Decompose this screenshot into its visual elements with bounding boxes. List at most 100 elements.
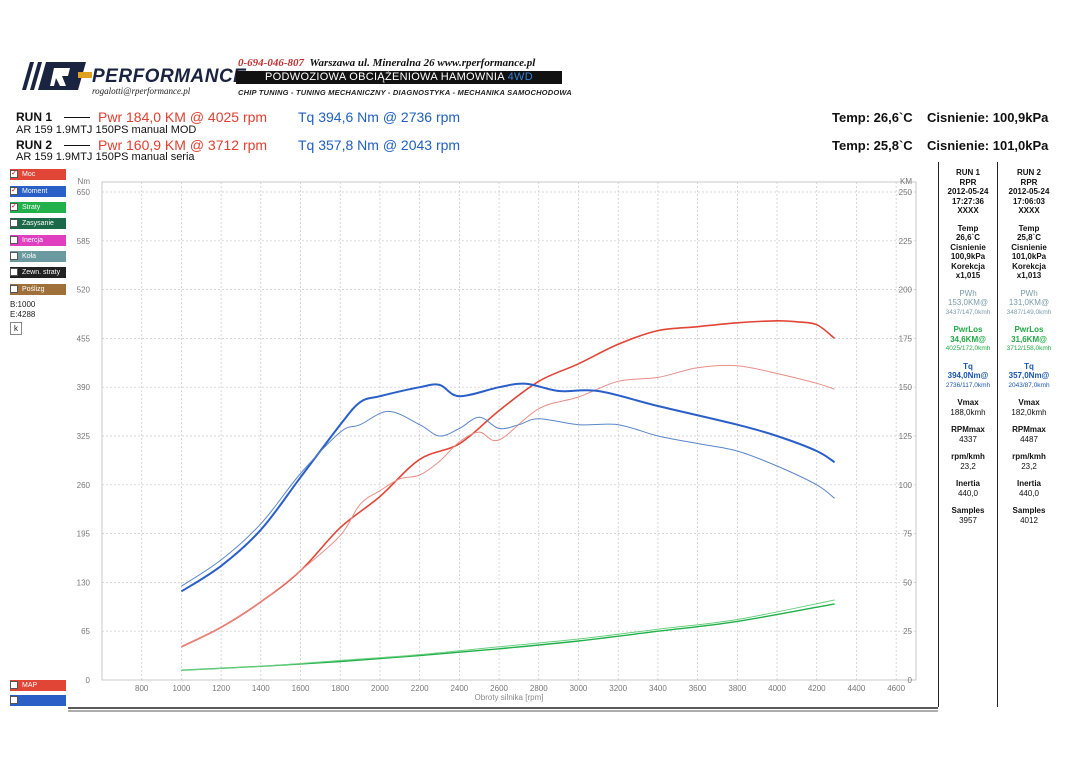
table-spacer (939, 281, 997, 289)
x-tick-label: 2200 (411, 684, 429, 693)
y-right-tick-label: 25 (903, 627, 912, 636)
series-toggle-label: Moc (22, 171, 36, 178)
x-tick-label: 1800 (331, 684, 349, 693)
x-tick-label: 3800 (728, 684, 746, 693)
table-cell-cis: 101,0kPa (1011, 252, 1047, 261)
x-tick-label: 3200 (609, 684, 627, 693)
checkbox-icon[interactable]: ✓ (10, 187, 18, 195)
table-cell-pwrlos-lbl: PwrLos (1014, 325, 1044, 334)
bottom-toggle-1[interactable]: MAP (10, 680, 66, 691)
x-tick-label: 3600 (689, 684, 707, 693)
table-cell-rpr: RPR (1020, 177, 1038, 187)
y-left-tick-label: 0 (86, 676, 91, 685)
table-cell-kor-lbl: Korekcja (1012, 261, 1046, 271)
table-cell-date: 2012-05-24 (1008, 187, 1050, 196)
table-cell-pwh-at: 3437/147,0kmh (945, 308, 991, 316)
series-toggle-3[interactable]: ✓ Straty (10, 202, 66, 213)
table-spacer (939, 317, 997, 325)
series-toggle-6[interactable]: Koła (10, 251, 66, 262)
table-cell-cis: 100,9kPa (950, 252, 986, 261)
x-axis-label: Obroty silnika [rpm] (475, 693, 544, 702)
phone-number: 0-694-046-807 (238, 57, 304, 69)
x-tick-label: 4400 (848, 684, 866, 693)
run2-power: Pwr 160,9 KM @ 3712 rpm (98, 137, 268, 153)
x-tick-label: 2600 (490, 684, 508, 693)
table-cell-inertia-lbl: Inertia (1016, 479, 1041, 488)
table-cell-pwh-lbl: PWh (959, 288, 977, 298)
y-left-tick-label: 195 (77, 530, 91, 539)
table-cell-id: XXXX (957, 206, 979, 215)
address: Warszawa ul. Mineralna 26 www.rperforman… (309, 57, 536, 69)
table-cell-time: 17:06:03 (1012, 196, 1046, 206)
checkbox-icon[interactable] (10, 696, 18, 704)
bottom-toggle-label: MAP (22, 682, 38, 689)
k-button[interactable]: k (10, 322, 22, 335)
series-toggle-8[interactable]: Poślizg (10, 284, 66, 295)
table-cell-rpmmax-lbl: RPMmax (951, 425, 985, 434)
checkbox-icon[interactable]: ✓ (10, 170, 18, 178)
table-cell-pwh: 153,0KM@ (947, 298, 989, 307)
y-right-tick-label: 175 (899, 334, 913, 343)
x-tick-label: 1200 (212, 684, 230, 693)
y-right-tick-label: 225 (899, 237, 913, 246)
checkbox-icon[interactable] (10, 268, 18, 276)
table-cell-samples: 3957 (959, 515, 977, 525)
bottom-toggle-2[interactable] (10, 695, 66, 706)
table-cell-run: RUN 2 (1016, 168, 1041, 177)
table-spacer (939, 471, 997, 479)
run2-description: AR 159 1.9MTJ 150PS manual seria (16, 151, 195, 163)
table-cell-pwrlos-lbl: PwrLos (953, 325, 983, 334)
series-toggle-5[interactable]: Inercja (10, 235, 66, 246)
tagline: CHIP TUNING - TUNING MECHANICZNY - DIAGN… (238, 88, 572, 97)
checkbox-icon[interactable] (10, 252, 18, 260)
results-table: RUN 1 RPR 2012-05-24 17:27:36 XXXX Temp 26,6`C… (938, 162, 1061, 707)
y-right-tick-label: 125 (899, 432, 913, 441)
run2-torque: Tq 357,8 Nm @ 2043 rpm (298, 137, 461, 153)
table-cell-rpmmax-lbl: RPMmax (1012, 425, 1046, 434)
series-toggle-7[interactable]: Zewn. straty (10, 267, 66, 278)
series-toggle-label: Poślizg (22, 286, 45, 293)
run2-temp: Temp: 25,8`C (832, 138, 913, 153)
y-right-axis-label: KM (900, 177, 912, 186)
y-right-tick-label: 75 (903, 530, 912, 539)
y-left-axis-label: Nm (78, 177, 91, 186)
y-right-tick-label: 250 (899, 188, 913, 197)
series-toggle-2[interactable]: ✓ Moment (10, 186, 66, 197)
x-tick-label: 2000 (371, 684, 389, 693)
table-cell-tq-lbl: Tq (1024, 361, 1034, 371)
checkbox-icon[interactable] (10, 285, 18, 293)
x-tick-label: 1600 (292, 684, 310, 693)
table-col-run2: RUN 2 RPR 2012-05-24 17:06:03 XXXX Temp 25,8`C… (998, 168, 1060, 525)
table-cell-pwh-lbl: PWh (1020, 288, 1038, 298)
series-toggle-4[interactable]: Zasysanie (10, 218, 66, 229)
table-cell-samples-lbl: Samples (1012, 506, 1046, 515)
checkbox-icon[interactable] (10, 236, 18, 244)
table-cell-tq-lbl: Tq (963, 361, 973, 371)
banner-text: PODWOZIOWA OBCIĄŻENIOWA HAMOWNIA (265, 71, 505, 83)
contact-line: 0-694-046-807 Warszawa ul. Mineralna 26 … (238, 57, 535, 69)
series-toggle-label: Zewn. straty (22, 269, 61, 276)
table-cell-temp-lbl: Temp (1018, 223, 1040, 233)
series-toggle-label: Inercja (22, 237, 44, 244)
banner: PODWOZIOWA OBCIĄŻENIOWA HAMOWNIA 4WD (236, 71, 562, 84)
table-spacer (939, 216, 997, 224)
table-spacer (939, 390, 997, 398)
table-spacer (998, 498, 1060, 506)
checkbox-icon[interactable] (10, 681, 18, 689)
series-toggle-1[interactable]: ✓ Moc (10, 169, 66, 180)
table-spacer (939, 498, 997, 506)
checkbox-icon[interactable] (10, 219, 18, 227)
series-line-2 (181, 364, 835, 648)
checkbox-icon[interactable]: ✓ (10, 203, 18, 211)
table-cell-pwrlos-at: 3712/158,0kmh (1006, 345, 1052, 352)
series-line-1 (181, 319, 836, 648)
x-tick-label: 2800 (530, 684, 548, 693)
table-cell-rpmmax: 4337 (959, 434, 977, 444)
table-spacer (998, 281, 1060, 289)
table-col-run1: RUN 1 RPR 2012-05-24 17:27:36 XXXX Temp 26,6`C… (939, 168, 997, 525)
table-spacer (939, 354, 997, 362)
table-cell-samples-lbl: Samples (951, 506, 985, 515)
table-cell-rpmkmh: 23,2 (1021, 461, 1037, 471)
banner-4wd: 4WD (507, 71, 533, 83)
table-cell-samples: 4012 (1020, 515, 1038, 525)
